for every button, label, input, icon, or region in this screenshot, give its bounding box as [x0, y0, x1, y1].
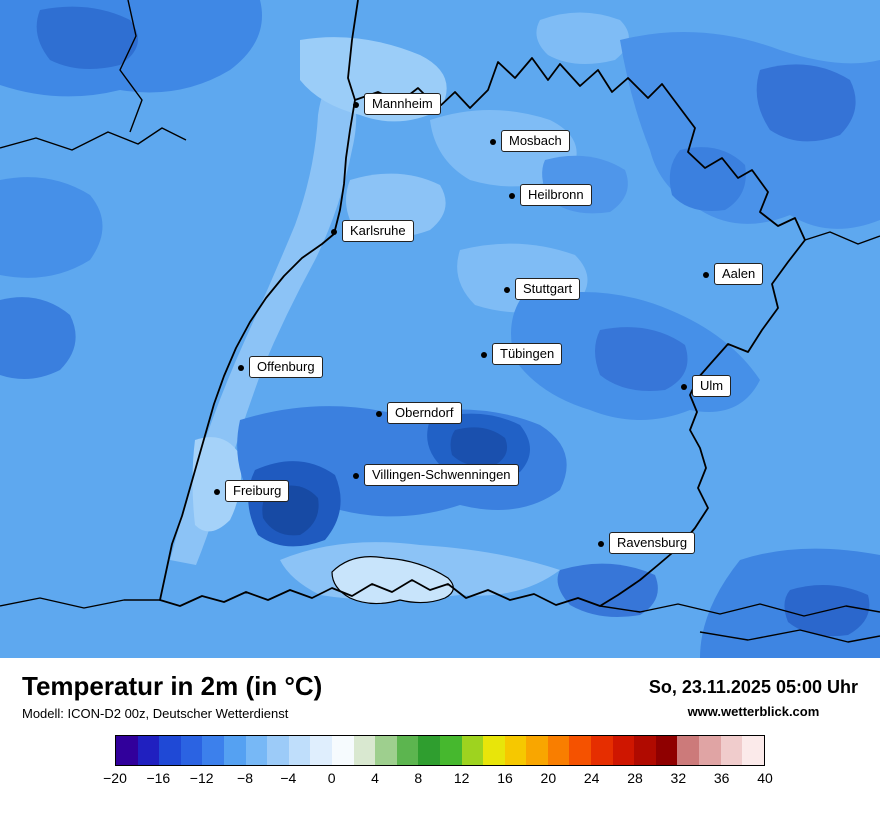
legend-tick-label: 28 [627, 770, 643, 786]
legend-segment [634, 736, 656, 765]
legend-tick-label: 32 [670, 770, 687, 786]
city-label: Freiburg [225, 480, 290, 502]
city-dot [353, 473, 359, 479]
legend-tick-label: 40 [757, 770, 773, 786]
legend-segment [655, 736, 678, 765]
city-label: Villingen-Schwenningen [364, 464, 519, 486]
city-dot [598, 541, 604, 547]
info-left: Temperatur in 2m (in °C) Modell: ICON-D2… [22, 672, 322, 721]
legend-segment [418, 736, 440, 765]
info-bar: Temperatur in 2m (in °C) Modell: ICON-D2… [0, 658, 880, 723]
legend-tick-label: −20 [103, 770, 127, 786]
legend-segment [612, 736, 635, 765]
city-dot [331, 229, 337, 235]
legend-tick-label: 16 [497, 770, 513, 786]
state-border [159, 0, 806, 607]
lake-bodensee [331, 556, 454, 605]
legend-segment [223, 736, 246, 765]
city-dot [504, 287, 510, 293]
city-dot [353, 102, 359, 108]
legend-tick-label: −4 [280, 770, 297, 786]
city-dot [490, 139, 496, 145]
legend-segment [742, 736, 764, 765]
legend-segment [504, 736, 527, 765]
city-label: Oberndorf [387, 402, 462, 424]
legend-segment [202, 736, 224, 765]
city-dot [703, 272, 709, 278]
model-info: Modell: ICON-D2 00z, Deutscher Wetterdie… [22, 706, 289, 721]
legend-segment [591, 736, 613, 765]
city-label: Karlsruhe [342, 220, 414, 242]
city-label: Aalen [714, 263, 764, 285]
legend-segment [267, 736, 289, 765]
legend-segment [439, 736, 462, 765]
temperature-legend: −20 −16 −12 −8 −4 0 4 8 12 16 20 24 28 32 36 40 [103, 735, 773, 788]
city-label: Ulm [692, 375, 732, 397]
info-right: So, 23.11.2025 05:00 Uhr www.wetterblick… [649, 672, 858, 719]
legend-tick-row: −20 −16 −12 −8 −4 0 4 8 12 16 20 24 28 32 36 40 [103, 770, 773, 788]
legend-segment [375, 736, 397, 765]
city-label: Ravensburg [609, 532, 696, 554]
legend-tick-label: 0 [327, 770, 336, 786]
legend-segment [159, 736, 181, 765]
legend-segment [116, 736, 138, 765]
legend-segment [245, 736, 268, 765]
legend-color-bar [115, 735, 765, 766]
legend-tick-label: 4 [371, 770, 379, 786]
city-label: Heilbronn [520, 184, 592, 206]
legend-segment [547, 736, 570, 765]
legend-tick-label: −8 [237, 770, 253, 786]
city-label: Mosbach [501, 130, 570, 152]
legend-segment [288, 736, 311, 765]
legend-segment [310, 736, 332, 765]
website-text: www.wetterblick.com [687, 704, 820, 719]
city-dot [238, 365, 244, 371]
city-label: Tübingen [492, 343, 563, 365]
legend-tick-label: −16 [146, 770, 171, 786]
neighbour-borders [0, 0, 880, 643]
map-title: Temperatur in 2m (in °C) [22, 671, 323, 701]
legend-segment [353, 736, 376, 765]
city-dot [481, 352, 487, 358]
city-dot [214, 489, 220, 495]
forecast-datetime: So, 23.11.2025 05:00 Uhr [648, 677, 858, 697]
weather-map-page: Mannheim Mosbach Heilbronn Karlsruhe Stuttga… [0, 0, 880, 788]
legend-tick-label: 8 [414, 770, 423, 786]
legend-tick-label: 20 [540, 770, 557, 786]
legend-segment [720, 736, 743, 765]
legend-segment [396, 736, 419, 765]
city-label: Offenburg [249, 356, 323, 378]
legend-segment [569, 736, 592, 765]
city-dot [376, 411, 382, 417]
legend-segment [137, 736, 160, 765]
legend-segment [699, 736, 721, 765]
legend-segment [526, 736, 548, 765]
legend-segment [677, 736, 700, 765]
legend-segment [483, 736, 505, 765]
legend-segment [180, 736, 203, 765]
legend-tick-label: −12 [189, 770, 214, 786]
city-dot [681, 384, 687, 390]
city-dot [509, 193, 515, 199]
legend-segment [461, 736, 484, 765]
city-label: Mannheim [364, 93, 441, 115]
city-layer: Mannheim Mosbach Heilbronn Karlsruhe Stuttga… [214, 93, 764, 554]
legend-segment [331, 736, 354, 765]
city-label: Stuttgart [515, 278, 581, 300]
legend-tick-label: 12 [453, 770, 470, 786]
legend-tick-label: 24 [583, 770, 600, 786]
legend-tick-label: 36 [713, 770, 730, 786]
temperature-map: Mannheim Mosbach Heilbronn Karlsruhe Stuttga… [0, 0, 880, 658]
